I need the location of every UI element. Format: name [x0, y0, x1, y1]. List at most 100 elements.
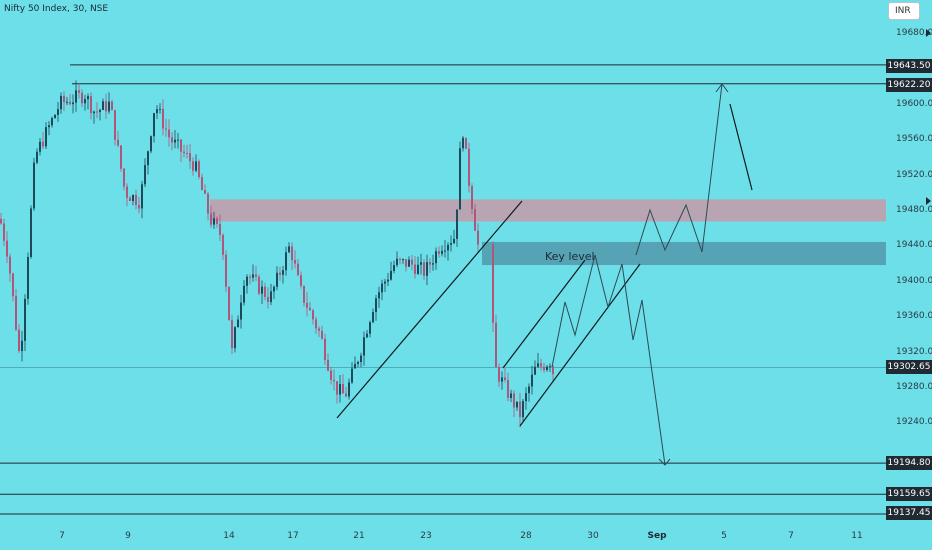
candle-body	[507, 380, 509, 399]
candle-body	[186, 153, 188, 155]
date-tick: 14	[223, 531, 235, 541]
candle-body	[312, 310, 314, 320]
candle-body	[243, 285, 245, 303]
candle-body	[459, 148, 461, 210]
candle-body	[177, 139, 179, 141]
currency-selector[interactable]: INR	[888, 2, 920, 20]
candle-body	[531, 374, 533, 387]
candle-body	[360, 355, 362, 362]
candle-body	[504, 377, 506, 381]
candle-body	[351, 368, 353, 383]
candle-body	[246, 276, 248, 286]
price-level-tag[interactable]: 19137.45	[886, 506, 932, 520]
candle-body	[267, 297, 269, 303]
candle-body	[306, 302, 308, 308]
candle-body	[228, 286, 230, 321]
candle-body	[453, 238, 455, 244]
candle-body	[195, 161, 197, 171]
candle-body	[114, 110, 116, 140]
candle-body	[303, 285, 305, 303]
candle-body	[327, 359, 329, 371]
candle-body	[375, 298, 377, 313]
candle-body	[525, 393, 527, 402]
axis-marker-icon	[926, 197, 931, 205]
candle-body	[456, 209, 458, 239]
date-tick: 23	[420, 531, 432, 541]
candle-body	[201, 176, 203, 191]
candle-body	[69, 101, 71, 105]
candle-body	[174, 139, 176, 143]
candle-body	[240, 302, 242, 320]
candle-body	[171, 137, 173, 143]
price-tick: 19480.00	[896, 205, 932, 215]
price-tick: 19400.00	[896, 276, 932, 286]
candle-body	[36, 151, 38, 163]
candle-body	[285, 252, 287, 271]
candle-body	[336, 381, 338, 395]
candle-body	[87, 96, 89, 100]
candle-body	[291, 246, 293, 261]
candle-body	[132, 195, 134, 202]
candle-body	[213, 218, 215, 225]
price-level-tag[interactable]: 19194.80	[886, 456, 932, 470]
candle-body	[39, 141, 41, 152]
candle-body	[396, 258, 398, 266]
candle-body	[522, 401, 524, 418]
candle-body	[102, 101, 104, 110]
date-tick: 28	[520, 531, 532, 541]
date-tick: 30	[587, 531, 599, 541]
candle-body	[402, 259, 404, 261]
candle-body	[9, 256, 11, 274]
price-level-tag[interactable]: 19159.65	[886, 487, 932, 501]
candle-body	[183, 151, 185, 154]
candle-body	[96, 111, 98, 113]
candle-body	[447, 244, 449, 251]
candle-body	[120, 145, 122, 169]
candle-body	[15, 296, 17, 330]
candle-body	[372, 312, 374, 323]
date-tick: 5	[721, 531, 727, 541]
candle-body	[192, 161, 194, 171]
candle-body	[273, 286, 275, 292]
candle-body	[342, 384, 344, 394]
channel-upper-line	[502, 259, 586, 369]
price-tick: 19560.00	[896, 134, 932, 144]
candle-body	[30, 208, 32, 257]
symbol-title: Nifty 50 Index, 30, NSE	[4, 4, 109, 14]
candle-body	[207, 193, 209, 214]
candle-body	[111, 101, 113, 111]
candle-body	[510, 393, 512, 399]
candle-body	[549, 366, 551, 368]
candle-body	[189, 153, 191, 162]
candle-body	[354, 363, 356, 369]
candle-body	[450, 243, 452, 245]
candle-body	[27, 256, 29, 299]
candle-body	[318, 328, 320, 331]
current-price-tag[interactable]: 19302.65	[886, 360, 932, 374]
price-level-tag[interactable]: 19643.50	[886, 59, 932, 73]
candle-body	[498, 367, 500, 382]
candle-body	[471, 185, 473, 209]
price-level-tag[interactable]: 19622.20	[886, 78, 932, 92]
candle-body	[393, 265, 395, 271]
candle-body	[216, 218, 218, 224]
candle-body	[432, 263, 434, 265]
candle-body	[426, 262, 428, 276]
candle-body	[429, 262, 431, 265]
candle-body	[321, 330, 323, 339]
candle-body	[501, 377, 503, 382]
candle-body	[414, 264, 416, 274]
candle-body	[12, 273, 14, 297]
candle-body	[123, 168, 125, 187]
candle-body	[204, 190, 206, 194]
candle-body	[129, 197, 131, 202]
candle-body	[474, 208, 476, 231]
candle-body	[348, 382, 350, 397]
candle-body	[405, 259, 407, 267]
candle-body	[435, 251, 437, 264]
candle-body	[54, 114, 56, 119]
candle-body	[63, 95, 65, 103]
candle-body	[135, 195, 137, 206]
